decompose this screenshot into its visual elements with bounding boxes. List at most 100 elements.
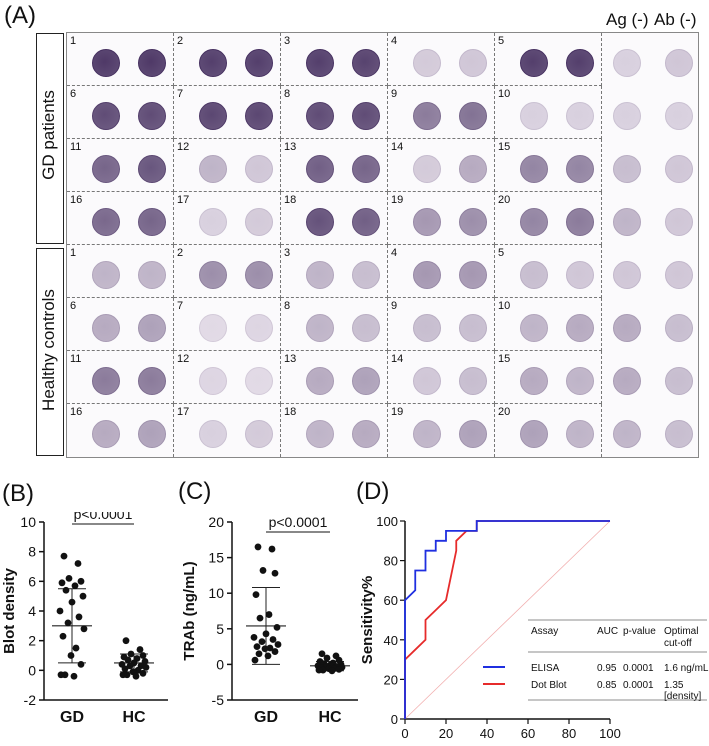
ab-neg-dot <box>665 420 693 448</box>
table-pvalue: 0.0001 <box>623 663 654 674</box>
gd-blot-dot <box>245 49 273 77</box>
hc-blot-dot <box>92 367 120 395</box>
trab-chart: -5 0 5 10 15 20 TRAb (ng/mL) GD HC p<0.0001 <box>181 514 358 726</box>
data-point <box>142 663 150 671</box>
data-point <box>268 545 276 553</box>
data-point <box>264 652 272 660</box>
hc-blot-dot <box>245 314 273 342</box>
hc-sample-cell: 8 <box>281 298 388 351</box>
dot-blot-image: 1 2 3 4 5 6 7 8 9 10 11 12 13 14 15 16 17 18 19 20 1 2 3 4 5 6 7 8 9… <box>66 32 699 458</box>
y-tick-label: 80 <box>384 554 398 569</box>
gd-sample-cell: 5 <box>495 33 602 86</box>
hc-blot-dot <box>306 314 334 342</box>
hc-sample-cell: 1 <box>67 245 174 298</box>
sample-number: 11 <box>70 141 82 153</box>
panel-d-label: (D) <box>356 478 390 505</box>
y-tick-label: 6 <box>28 573 36 589</box>
data-point <box>250 633 258 641</box>
sample-number: 7 <box>177 300 184 312</box>
x-tick-label: 60 <box>521 726 535 741</box>
sample-number: 3 <box>284 247 291 259</box>
hc-blot-dot <box>138 420 166 448</box>
sample-number: 7 <box>177 88 184 100</box>
gd-blot-dot <box>306 155 334 183</box>
sample-number: 8 <box>284 300 291 312</box>
y-tick-label: 20 <box>208 514 224 530</box>
hc-blot-dot <box>352 314 380 342</box>
gd-blot-dot <box>199 208 227 236</box>
table-assay: Dot Blot <box>531 680 567 691</box>
category-label-gd: GD <box>254 709 278 726</box>
hc-blot-dot <box>92 314 120 342</box>
hc-blot-dot <box>566 367 594 395</box>
data-point <box>70 672 78 680</box>
panel-a-label: (A) <box>4 2 36 29</box>
data-point <box>121 665 129 673</box>
hc-blot-dot <box>199 367 227 395</box>
hc-sample-cell: 16 <box>67 404 174 457</box>
ab-neg-dot <box>665 155 693 183</box>
hc-blot-dot <box>566 314 594 342</box>
data-point <box>273 623 281 631</box>
category-label-hc: HC <box>122 709 146 726</box>
gd-sample-cell: 2 <box>174 33 281 86</box>
x-tick-label: 20 <box>439 726 453 741</box>
gd-blot-dot <box>138 155 166 183</box>
ab-neg-dot <box>665 102 693 130</box>
hc-blot-dot <box>413 261 441 289</box>
x-tick-label: 0 <box>401 726 408 741</box>
category-label-gd: GD <box>60 709 84 726</box>
table-header-cutoff: Optimal cut-off <box>664 626 698 649</box>
panel-c-label: (C) <box>178 478 212 505</box>
data-point <box>252 591 260 599</box>
ag-neg-dot <box>613 208 641 236</box>
hc-blot-dot <box>92 261 120 289</box>
gd-sample-cell: 20 <box>495 192 602 245</box>
y-tick-label: -5 <box>212 692 225 708</box>
hc-blot-dot <box>566 420 594 448</box>
ab-neg-dot <box>665 314 693 342</box>
table-auc: 0.85 <box>597 680 617 691</box>
y-tick-label: 0 <box>28 662 36 678</box>
data-point <box>261 645 269 653</box>
table-header-auc: AUC <box>597 626 618 637</box>
table-assay: ELISA <box>531 663 560 674</box>
data-point <box>77 577 85 585</box>
hc-sample-cell: 20 <box>495 404 602 457</box>
sample-number: 2 <box>177 247 184 259</box>
hc-blot-dot <box>306 420 334 448</box>
y-tick-label: 15 <box>208 550 224 566</box>
gd-blot-dot <box>566 49 594 77</box>
hc-blot-dot <box>459 261 487 289</box>
data-point <box>266 644 274 652</box>
hc-blot-dot <box>520 367 548 395</box>
gd-blot-dot <box>413 102 441 130</box>
hc-sample-cell: 6 <box>67 298 174 351</box>
gd-sample-cell: 18 <box>281 192 388 245</box>
table-header-pvalue: p-value <box>623 626 656 637</box>
ag-neg-header: Ag (-) <box>606 10 649 29</box>
ag-neg-dot <box>613 261 641 289</box>
data-point <box>328 667 336 675</box>
data-point <box>122 637 130 645</box>
data-point <box>271 569 279 577</box>
data-point <box>335 665 343 673</box>
gd-sample-cell: 9 <box>388 86 495 139</box>
table-header-assay: Assay <box>531 626 558 637</box>
gd-blot-dot <box>413 155 441 183</box>
hc-blot-dot <box>352 261 380 289</box>
gd-blot-dot <box>352 208 380 236</box>
hc-sample-cell: 18 <box>281 404 388 457</box>
gd-sample-cell: 4 <box>388 33 495 86</box>
ab-neg-dot <box>665 208 693 236</box>
hc-blot-dot <box>352 367 380 395</box>
gd-sample-cell: 6 <box>67 86 174 139</box>
gd-blot-dot <box>352 49 380 77</box>
data-point <box>256 614 264 622</box>
sample-number: 19 <box>391 406 404 418</box>
sample-number: 12 <box>177 141 190 153</box>
p-value-label: p<0.0001 <box>269 514 328 530</box>
y-tick-label: 4 <box>28 603 36 619</box>
data-point <box>318 650 326 658</box>
sample-number: 13 <box>284 141 297 153</box>
